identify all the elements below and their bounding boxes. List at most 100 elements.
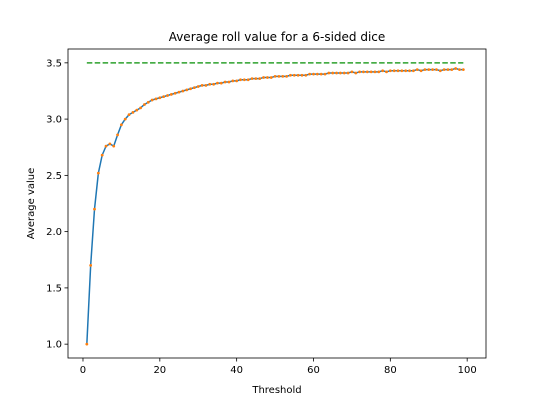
data-point <box>162 95 166 98</box>
data-point <box>258 77 262 80</box>
data-point <box>419 69 423 73</box>
data-point <box>450 68 454 71</box>
data-point <box>415 68 419 71</box>
data-point <box>185 88 189 92</box>
y-tick-label: 3.0 <box>46 115 62 126</box>
data-point <box>354 71 358 75</box>
data-point <box>365 70 369 74</box>
data-point <box>331 71 335 75</box>
data-point <box>96 171 100 175</box>
data-point <box>411 69 415 73</box>
data-point <box>173 91 177 95</box>
data-point <box>219 81 223 85</box>
chart-title: Average roll value for a 6-sided dice <box>169 30 386 44</box>
data-point <box>308 72 312 76</box>
data-point <box>146 100 150 104</box>
data-point <box>135 108 139 112</box>
data-point <box>200 83 204 87</box>
data-point <box>435 68 438 71</box>
data-point <box>108 142 112 146</box>
data-point <box>427 68 431 71</box>
data-point <box>85 342 89 346</box>
x-tick-label: 40 <box>230 365 243 376</box>
data-point <box>338 71 342 75</box>
data-point <box>204 83 208 87</box>
data-point <box>177 90 181 94</box>
data-point <box>312 72 315 76</box>
data-point <box>296 73 300 77</box>
data-point <box>442 68 446 71</box>
data-point <box>231 79 235 83</box>
data-point <box>454 67 458 70</box>
data-point <box>235 79 239 83</box>
data-point <box>131 110 135 114</box>
data-point <box>116 133 119 137</box>
data-point <box>123 117 127 121</box>
y-tick-label: 3.5 <box>46 58 62 69</box>
x-tick-label: 20 <box>153 365 166 376</box>
data-point <box>408 69 411 73</box>
data-point <box>246 78 250 82</box>
data-point <box>446 68 450 71</box>
data-point <box>143 103 146 106</box>
data-point <box>461 68 465 71</box>
data-point <box>196 85 200 88</box>
y-ticks: 1.0 1.5 2.0 2.5 3.0 3.5 <box>46 58 68 351</box>
data-point <box>289 73 292 77</box>
data-point <box>335 71 338 75</box>
data-point <box>166 94 169 97</box>
data-point <box>373 70 377 74</box>
x-tick-label: 80 <box>384 365 397 376</box>
data-point <box>285 74 288 78</box>
data-point <box>362 70 365 74</box>
axes-frame <box>67 48 487 359</box>
x-tick-label: 60 <box>307 365 320 376</box>
data-point <box>154 97 158 101</box>
data-point <box>150 98 154 102</box>
data-point <box>369 70 373 74</box>
data-point <box>358 70 361 74</box>
data-point <box>254 77 258 80</box>
data-point <box>388 69 392 73</box>
data-point <box>208 82 212 86</box>
data-point <box>381 69 385 73</box>
data-point <box>120 123 123 127</box>
data-point <box>112 144 116 148</box>
data-point <box>189 87 192 91</box>
data-point <box>458 68 461 71</box>
data-point <box>181 89 185 93</box>
data-point <box>300 73 304 77</box>
data-point <box>212 82 216 86</box>
data-point <box>385 70 388 74</box>
data-point <box>350 70 354 74</box>
data-point <box>346 71 350 75</box>
y-tick-label: 2.5 <box>46 171 62 182</box>
data-point <box>89 263 93 267</box>
data-point <box>216 81 219 85</box>
data-point <box>323 72 327 76</box>
data-point <box>239 78 242 82</box>
data-point <box>266 76 269 79</box>
data-point <box>93 207 96 211</box>
data-point <box>438 69 442 73</box>
data-point <box>100 153 104 157</box>
data-point <box>139 106 143 110</box>
data-point <box>423 68 427 71</box>
data-point <box>377 70 381 74</box>
data-point <box>292 73 296 77</box>
data-point <box>262 76 265 79</box>
data-point <box>342 71 346 75</box>
data-point <box>227 80 231 84</box>
data-point <box>281 74 285 78</box>
data-point <box>304 73 308 77</box>
data-point <box>104 144 108 148</box>
data-point <box>392 69 396 73</box>
y-axis-label: Average value <box>26 168 37 240</box>
x-axis-label: Threshold <box>251 385 301 396</box>
data-point <box>169 92 173 96</box>
data-point <box>404 69 408 73</box>
data-point <box>319 72 323 76</box>
